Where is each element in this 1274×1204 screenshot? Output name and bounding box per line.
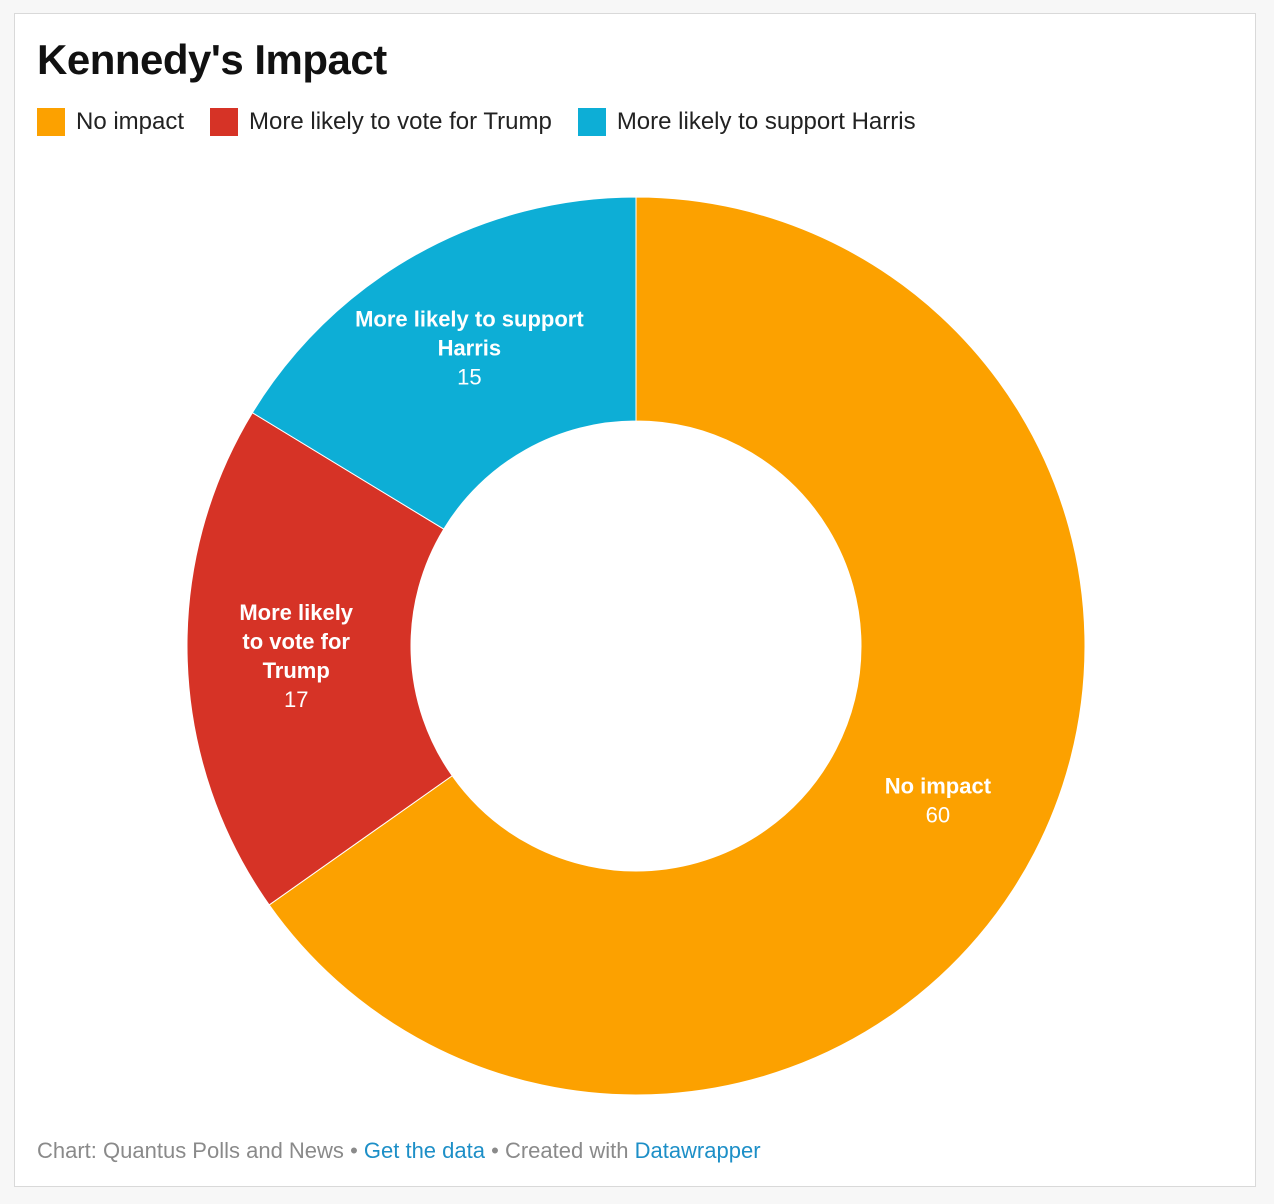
legend-label-harris: More likely to support Harris <box>616 108 916 135</box>
donut-slice-harris <box>251 196 637 530</box>
legend-label-trump: More likely to vote for Trump <box>249 108 552 135</box>
slice-label-text-trump: Trump <box>263 658 330 683</box>
legend-item-no-impact: No impact <box>37 108 184 136</box>
footer-bullet-1: • <box>350 1138 358 1163</box>
legend-swatch-harris <box>577 108 606 136</box>
footer-created-with: Created with <box>504 1138 629 1163</box>
slice-label-text-harris: Harris <box>438 335 502 360</box>
legend-swatch-trump <box>210 108 239 136</box>
chart-footer: Chart: Quantus Polls and News • Get the … <box>37 1138 761 1164</box>
footer-bullet-2: • <box>491 1138 499 1163</box>
footer-source: Chart: Quantus Polls and News <box>37 1138 344 1163</box>
slice-value-harris: 15 <box>457 364 481 389</box>
slice-label-harris: More likely to support Harris 15 <box>355 306 584 389</box>
legend-item-harris: More likely to support Harris <box>577 108 916 136</box>
legend: No impact More likely to vote for Trump … <box>37 108 942 136</box>
slice-label-text-trump: to vote for <box>242 629 350 654</box>
chart-title: Kennedy's Impact <box>37 36 387 83</box>
slice-label-text-trump: More likely <box>239 600 353 625</box>
slice-value-trump: 17 <box>284 687 308 712</box>
slice-label-text-harris: More likely to support <box>355 306 584 331</box>
legend-item-trump: More likely to vote for Trump <box>210 108 552 136</box>
datawrapper-link[interactable]: Datawrapper <box>634 1138 761 1163</box>
legend-swatch-no-impact <box>37 108 65 136</box>
donut-slice-trump <box>186 412 453 906</box>
get-the-data-link[interactable]: Get the data <box>363 1138 485 1163</box>
slice-label-text-no-impact: No impact <box>885 774 992 799</box>
donut-slice-no-impact <box>268 196 1086 1096</box>
slice-label-no-impact: No impact 60 <box>885 774 992 828</box>
slice-value-no-impact: 60 <box>926 803 950 828</box>
slice-label-trump: More likely to vote for Trump 17 <box>239 600 353 712</box>
legend-label-no-impact: No impact <box>76 108 185 135</box>
